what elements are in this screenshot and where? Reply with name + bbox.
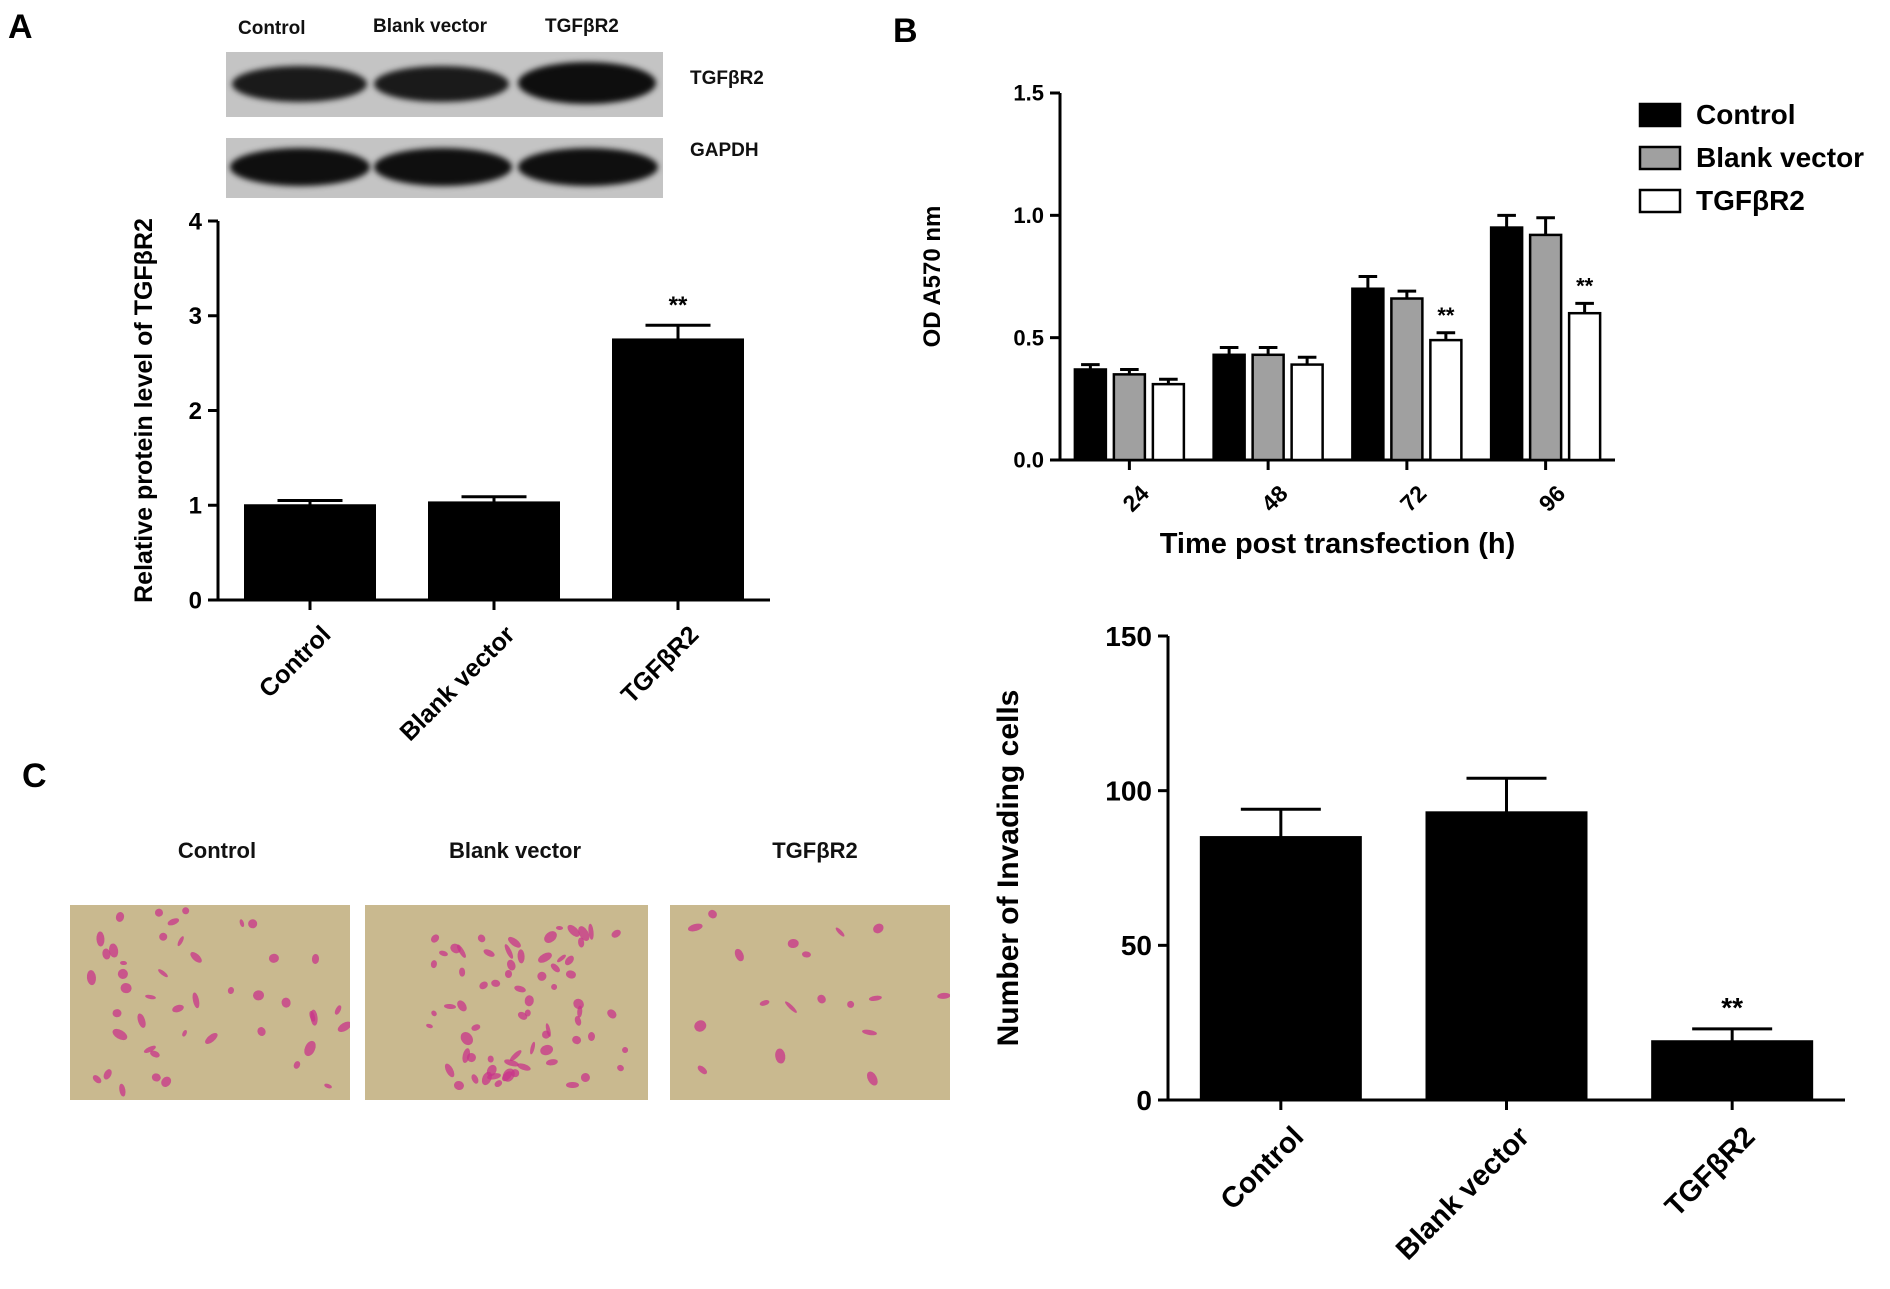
panel-b-bar	[1251, 353, 1285, 462]
micrograph-label-control: Control	[177, 838, 257, 863]
blot-band	[374, 66, 509, 102]
panel-b-bar	[1290, 363, 1324, 462]
panel-a-bar	[244, 504, 376, 601]
micrograph-label-blank-vector: Blank vector	[448, 838, 582, 863]
panel-b-bar	[1390, 297, 1424, 462]
micrograph-blank-vector	[365, 905, 648, 1100]
panel-c-bar	[1425, 811, 1588, 1101]
panel-label-c: C	[22, 757, 47, 795]
panel-b-category-label: 24	[1117, 480, 1154, 517]
panel-a-category-label: Control	[254, 621, 337, 704]
panel-b-x-axis-label: Time post transfection (h)	[1160, 528, 1516, 560]
panel-b-y-axis-label: OD A570 nm	[919, 206, 946, 348]
panel-c-y-axis-label: Number of Invading cells	[992, 690, 1025, 1047]
panel-b-significance-label: **	[1576, 273, 1594, 298]
panel-b-y-tick-label: 0.0	[1013, 448, 1044, 473]
panel-b-category-label: 96	[1534, 480, 1570, 516]
panel-b-legend-swatch	[1638, 188, 1682, 214]
blot-strip-gapdh	[226, 138, 663, 198]
blot-row-label-gapdh: GAPDH	[690, 140, 759, 161]
blot-band	[230, 148, 370, 186]
panel-c-y-tick-label: 150	[1105, 621, 1152, 652]
panel-a-category-label: TGFβR2	[616, 621, 705, 710]
panel-a-y-tick-label: 3	[189, 303, 202, 330]
panel-c-bar	[1651, 1040, 1814, 1102]
panel-b-legend-label: Blank vector	[1696, 142, 1864, 173]
blot-column-control: Control	[238, 18, 306, 39]
panel-b-significance-label: **	[1437, 303, 1455, 328]
panel-b-bar	[1112, 373, 1147, 462]
stained-cell	[566, 1081, 580, 1089]
panel-b-bar	[1429, 338, 1463, 462]
panel-a-bar	[612, 338, 744, 601]
panel-b-bar	[1528, 233, 1563, 462]
panel-a-significance-label: **	[669, 292, 688, 319]
blot-strip-tgfbr2	[226, 52, 663, 117]
panel-b-bar	[1489, 226, 1524, 462]
micrograph-control	[70, 905, 350, 1100]
panel-b-bar	[1151, 382, 1186, 462]
panel-b-category-label: 72	[1395, 480, 1431, 516]
panel-a-y-tick-label: 0	[189, 587, 202, 614]
panel-a-y-tick-label: 4	[189, 208, 203, 235]
panel-c-y-tick-label: 50	[1121, 930, 1152, 961]
panel-a-y-tick-label: 2	[189, 398, 202, 425]
panel-a-y-tick-label: 1	[189, 493, 202, 520]
blot-band	[518, 62, 656, 104]
panel-a-y-axis-label: Relative protein level of TGFβR2	[130, 218, 158, 603]
panel-b-legend-swatch	[1638, 145, 1682, 171]
blot-band	[232, 66, 367, 102]
panel-c-category-label: Blank vector	[1390, 1121, 1536, 1267]
panel-b-bar	[1351, 287, 1385, 462]
blot-band	[374, 148, 512, 186]
blot-column-blank-vector: Blank vector	[373, 16, 488, 37]
panel-b-category-label: 48	[1256, 480, 1293, 517]
panel-b-y-tick-label: 0.5	[1013, 325, 1044, 350]
panel-a-category-label: Blank vector	[394, 620, 520, 746]
blot-row-label-tgfbr2: TGFβR2	[690, 68, 764, 89]
panel-b-bar	[1212, 353, 1246, 462]
stained-cell	[504, 970, 512, 978]
panel-label-b: B	[893, 12, 918, 50]
micrograph-tgfbr2	[670, 905, 950, 1100]
panel-c-y-tick-label: 100	[1105, 775, 1152, 806]
stained-cell	[588, 1032, 596, 1042]
panel-c-significance-label: **	[1721, 992, 1743, 1023]
panel-label-a: A	[8, 8, 33, 46]
panel-b-y-tick-label: 1.5	[1013, 81, 1044, 106]
panel-b-legend-swatch	[1638, 102, 1682, 128]
panel-b-legend-label: TGFβR2	[1696, 185, 1805, 216]
panel-c-bar	[1199, 836, 1362, 1101]
panel-a-bar	[428, 501, 560, 601]
panel-c-y-tick-label: 0	[1136, 1085, 1152, 1116]
blot-column-tgfbr2: TGFβR2	[545, 16, 619, 37]
panel-b-bar	[1567, 311, 1602, 462]
panel-b-bar	[1073, 368, 1108, 462]
blot-band	[518, 148, 658, 186]
panel-c-category-label: TGFβR2	[1659, 1121, 1761, 1223]
panel-b-legend-label: Control	[1696, 99, 1796, 130]
panel-b-y-tick-label: 1.0	[1013, 203, 1044, 228]
panel-c-category-label: Control	[1215, 1121, 1311, 1217]
micrograph-label-tgfbr2: TGFβR2	[772, 838, 858, 863]
